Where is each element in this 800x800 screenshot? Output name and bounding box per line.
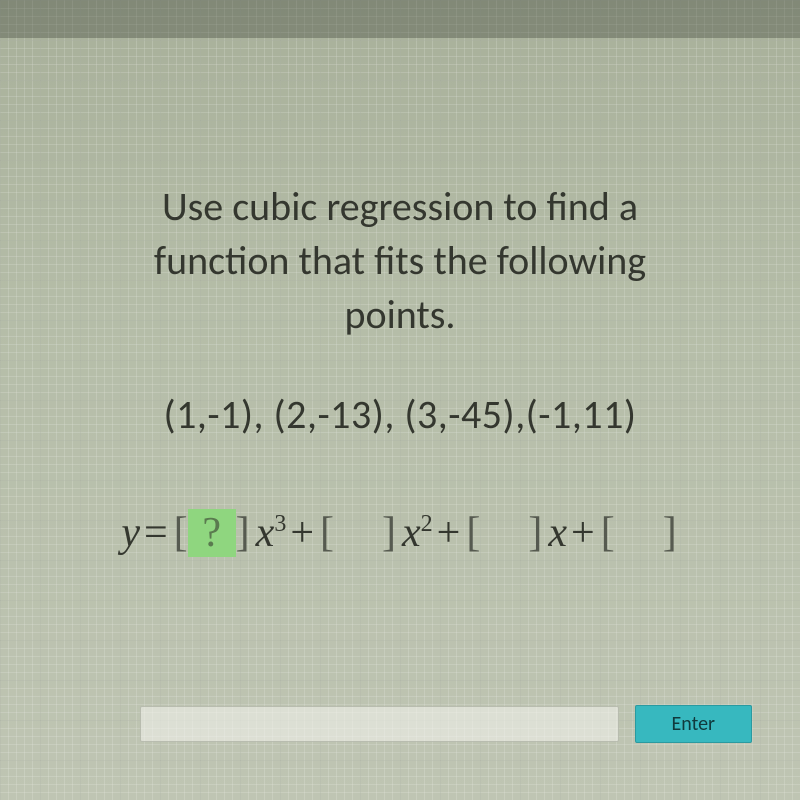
plus-2: + <box>437 509 461 557</box>
coeff-b-blank[interactable]: [ ] <box>318 509 398 557</box>
prompt-line-1: Use cubic regression to find a <box>162 182 638 231</box>
plus-3: + <box>571 509 595 557</box>
prompt-line-2: function that fits the following <box>154 236 646 285</box>
var-y: y <box>121 509 140 557</box>
var-x3: x3 <box>256 509 287 557</box>
enter-button[interactable]: Enter <box>635 705 753 743</box>
coeff-d-blank[interactable]: [ ] <box>599 509 679 557</box>
coeff-c-blank[interactable]: [ ] <box>464 509 544 557</box>
question-content: Use cubic regression to find a function … <box>0 180 800 557</box>
coeff-a-blank[interactable]: [ ? ] <box>172 509 252 557</box>
prompt-line-3: points. <box>344 290 455 339</box>
equals: = <box>144 509 168 557</box>
plus-1: + <box>290 509 314 557</box>
data-points: (1,-1), (2,-13), (3,-45),(-1,11) <box>164 390 637 439</box>
equation-template: y = [ ? ] x3 + [ ] x2 + [ ] x + [ ] <box>121 509 678 557</box>
answer-input[interactable] <box>140 706 619 742</box>
top-band <box>0 0 800 38</box>
var-x1: x <box>548 509 567 557</box>
var-x2: x2 <box>402 509 433 557</box>
prompt-text: Use cubic regression to find a function … <box>154 180 646 342</box>
answer-row: Enter <box>140 704 752 744</box>
